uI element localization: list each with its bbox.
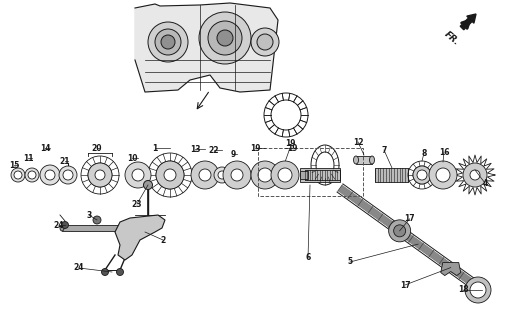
FancyBboxPatch shape bbox=[62, 225, 125, 231]
Circle shape bbox=[63, 170, 73, 180]
Text: 19: 19 bbox=[287, 143, 297, 153]
Circle shape bbox=[45, 170, 55, 180]
FancyBboxPatch shape bbox=[356, 156, 372, 164]
Text: 20: 20 bbox=[92, 143, 102, 153]
Circle shape bbox=[116, 268, 124, 276]
Text: 21: 21 bbox=[60, 156, 70, 165]
FancyBboxPatch shape bbox=[300, 168, 340, 182]
Circle shape bbox=[125, 162, 151, 188]
Ellipse shape bbox=[369, 156, 375, 164]
Circle shape bbox=[25, 168, 39, 182]
Text: 18: 18 bbox=[457, 285, 468, 294]
Text: 17: 17 bbox=[400, 281, 410, 290]
Text: 7: 7 bbox=[381, 146, 387, 155]
Circle shape bbox=[278, 168, 292, 182]
Circle shape bbox=[102, 268, 108, 276]
Circle shape bbox=[217, 30, 233, 46]
Circle shape bbox=[258, 168, 272, 182]
Text: 12: 12 bbox=[353, 138, 363, 147]
Circle shape bbox=[214, 167, 230, 183]
Circle shape bbox=[88, 163, 112, 187]
Circle shape bbox=[389, 220, 411, 242]
Circle shape bbox=[257, 34, 273, 50]
Text: 17: 17 bbox=[405, 214, 415, 223]
Circle shape bbox=[132, 169, 144, 181]
Circle shape bbox=[251, 28, 279, 56]
Circle shape bbox=[223, 161, 251, 189]
Circle shape bbox=[394, 225, 406, 237]
Ellipse shape bbox=[60, 225, 64, 231]
Text: 10: 10 bbox=[127, 154, 137, 163]
Text: 1: 1 bbox=[152, 143, 158, 153]
Polygon shape bbox=[135, 3, 278, 92]
Circle shape bbox=[465, 277, 491, 303]
Circle shape bbox=[251, 161, 279, 189]
Circle shape bbox=[470, 170, 480, 180]
Circle shape bbox=[417, 170, 427, 180]
Circle shape bbox=[11, 168, 25, 182]
Text: 3: 3 bbox=[86, 211, 92, 220]
Circle shape bbox=[167, 172, 173, 178]
Circle shape bbox=[463, 163, 487, 187]
Text: 19: 19 bbox=[285, 139, 295, 148]
Circle shape bbox=[164, 169, 176, 181]
Circle shape bbox=[413, 166, 431, 184]
Polygon shape bbox=[115, 215, 165, 260]
Text: 22: 22 bbox=[209, 146, 219, 155]
Text: 24: 24 bbox=[54, 220, 64, 229]
Circle shape bbox=[271, 161, 299, 189]
Circle shape bbox=[231, 169, 243, 181]
Circle shape bbox=[470, 282, 486, 298]
Text: 14: 14 bbox=[40, 143, 50, 153]
Circle shape bbox=[156, 161, 184, 189]
Circle shape bbox=[218, 171, 226, 179]
Circle shape bbox=[155, 29, 181, 55]
Circle shape bbox=[199, 12, 251, 64]
Circle shape bbox=[28, 171, 36, 179]
Text: 11: 11 bbox=[23, 154, 33, 163]
Text: FR.: FR. bbox=[443, 29, 461, 47]
Ellipse shape bbox=[354, 156, 358, 164]
Text: 9: 9 bbox=[231, 149, 236, 158]
Circle shape bbox=[199, 169, 211, 181]
Text: 13: 13 bbox=[190, 145, 200, 154]
Circle shape bbox=[40, 165, 60, 185]
Ellipse shape bbox=[123, 225, 127, 231]
Circle shape bbox=[95, 170, 105, 180]
Circle shape bbox=[148, 22, 188, 62]
Text: 8: 8 bbox=[421, 148, 427, 157]
Text: 2: 2 bbox=[160, 236, 166, 244]
Text: 15: 15 bbox=[9, 161, 19, 170]
Text: 4: 4 bbox=[483, 179, 488, 188]
Text: 5: 5 bbox=[347, 258, 353, 267]
Text: 23: 23 bbox=[132, 199, 142, 209]
FancyBboxPatch shape bbox=[375, 168, 408, 182]
Circle shape bbox=[161, 35, 175, 49]
Circle shape bbox=[144, 180, 152, 189]
FancyArrow shape bbox=[460, 14, 476, 30]
Text: 6: 6 bbox=[305, 253, 311, 262]
Text: 24: 24 bbox=[74, 263, 84, 273]
Circle shape bbox=[429, 161, 457, 189]
Circle shape bbox=[208, 21, 242, 55]
Circle shape bbox=[61, 221, 69, 228]
Text: 19: 19 bbox=[250, 143, 260, 153]
Circle shape bbox=[14, 171, 22, 179]
Text: 16: 16 bbox=[439, 148, 449, 156]
Circle shape bbox=[436, 168, 450, 182]
Circle shape bbox=[93, 216, 101, 224]
FancyBboxPatch shape bbox=[300, 171, 308, 179]
Circle shape bbox=[191, 161, 219, 189]
Circle shape bbox=[59, 166, 77, 184]
Polygon shape bbox=[441, 262, 461, 276]
